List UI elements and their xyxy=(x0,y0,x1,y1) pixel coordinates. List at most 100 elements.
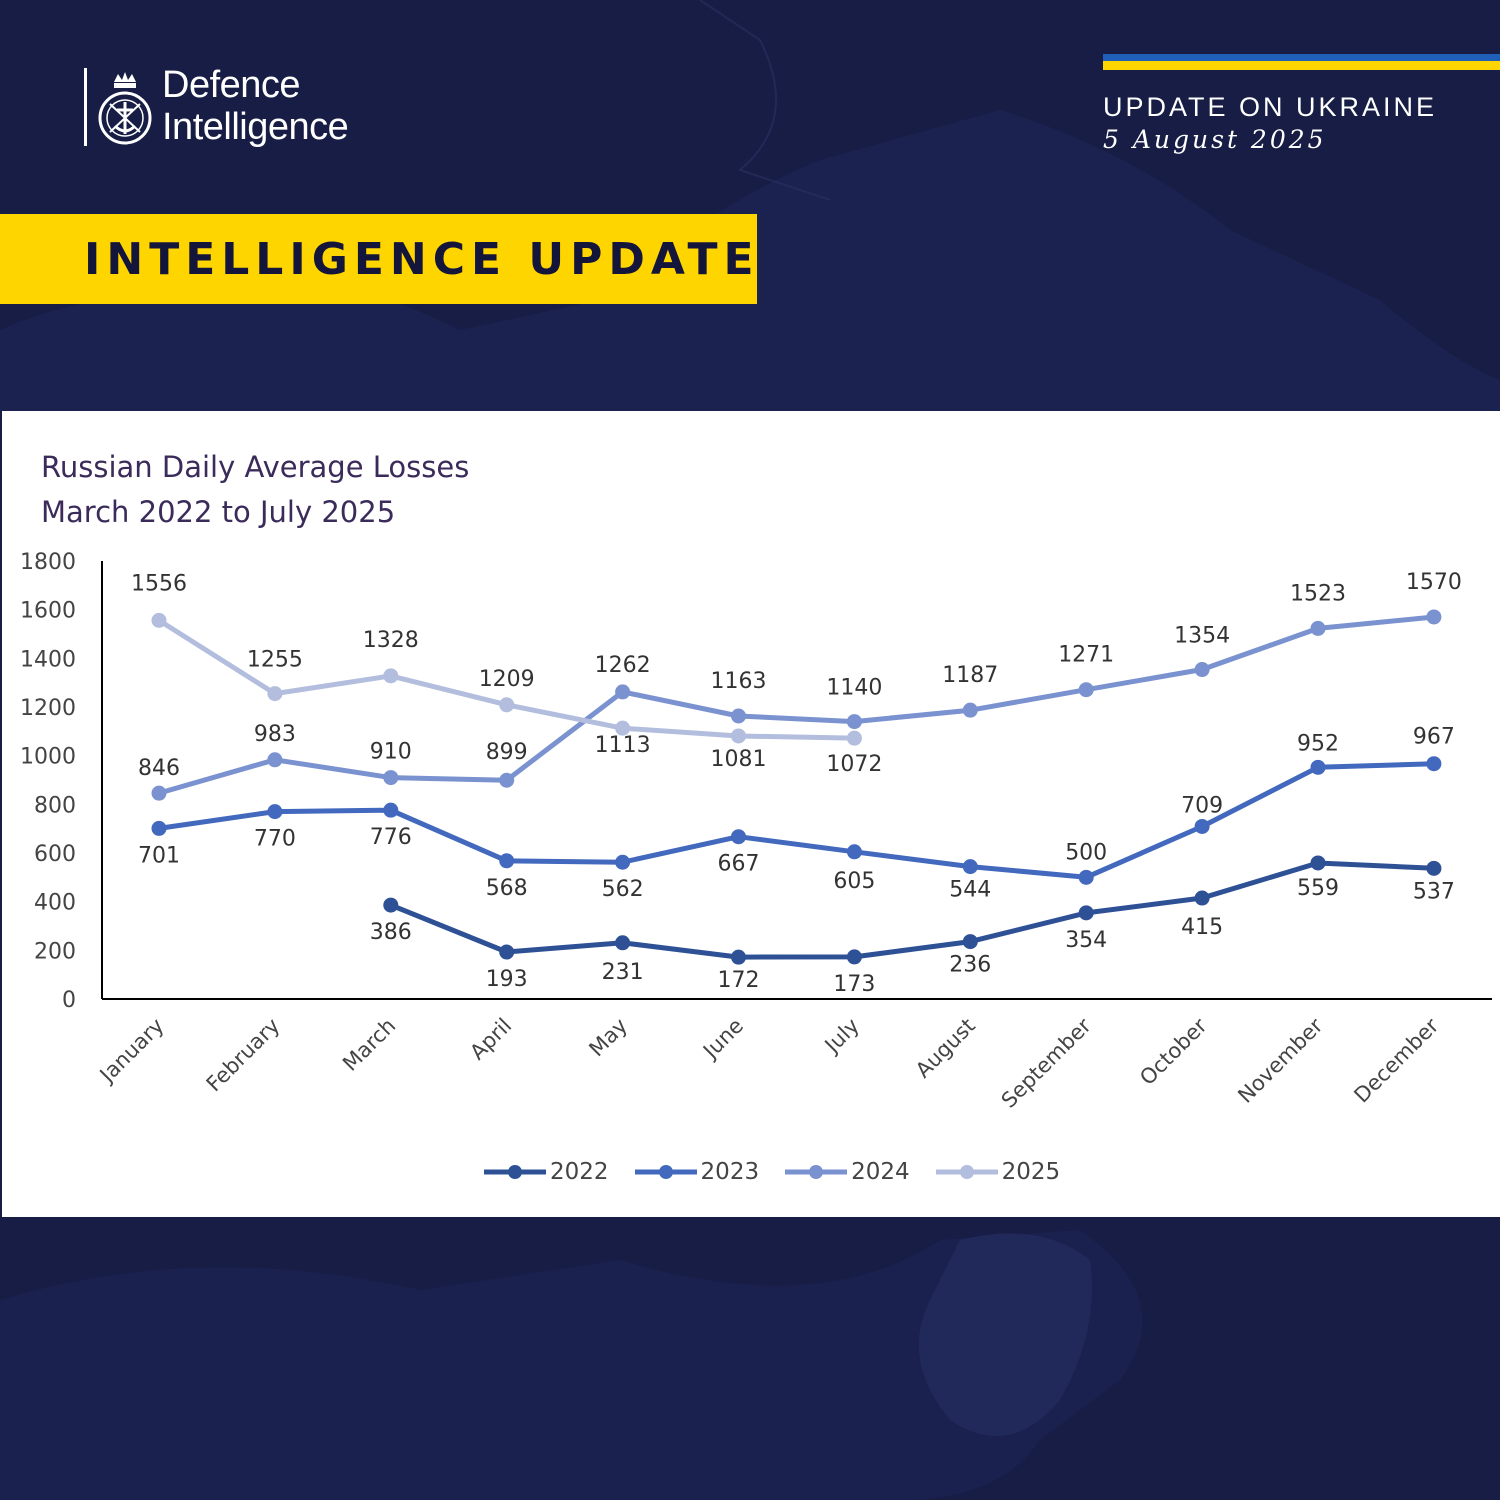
data-label-2025: 1255 xyxy=(247,648,303,673)
update-date: 5 August 2025 xyxy=(1103,125,1327,154)
series-line-2024 xyxy=(158,614,1435,796)
legend-swatch-icon xyxy=(785,1165,848,1179)
data-point-2023 xyxy=(1078,869,1094,885)
ukraine-flag-stripe xyxy=(1103,54,1500,70)
data-point-2024 xyxy=(1078,682,1094,698)
data-label-2025: 1209 xyxy=(479,667,535,692)
x-tick-label: October xyxy=(1135,1013,1212,1090)
data-label-2024: 910 xyxy=(370,740,412,765)
data-point-2023 xyxy=(151,820,167,836)
y-tick-label: 1200 xyxy=(20,696,76,721)
legend-swatch-icon xyxy=(634,1165,697,1179)
legend-swatch-icon xyxy=(935,1165,998,1179)
data-point-2022 xyxy=(731,949,746,965)
data-label-2022: 559 xyxy=(1297,876,1339,901)
logo-text: Defence Intelligence xyxy=(162,64,349,148)
data-label-2022: 231 xyxy=(602,960,644,985)
data-point-2024 xyxy=(499,772,515,788)
data-label-2025: 1328 xyxy=(363,628,419,653)
data-label-2024: 1271 xyxy=(1058,643,1114,668)
legend-item-2025: 2025 xyxy=(934,1159,1061,1185)
update-heading: UPDATE ON UKRAINE xyxy=(1103,92,1438,122)
data-label-2022: 537 xyxy=(1413,879,1455,904)
intelligence-update-banner: INTELLIGENCE UPDATE xyxy=(0,214,757,304)
data-point-2024 xyxy=(731,708,746,724)
defence-intelligence-crest-icon xyxy=(98,72,152,145)
data-point-2023 xyxy=(962,859,978,875)
data-point-2023 xyxy=(615,854,631,870)
banner-text: INTELLIGENCE UPDATE xyxy=(84,234,760,285)
data-label-2022: 354 xyxy=(1065,928,1107,953)
logo-divider xyxy=(84,68,87,146)
data-label-2023: 605 xyxy=(833,869,875,894)
chart-panel: Russian Daily Average Losses March 2022 … xyxy=(2,411,1500,1217)
data-point-2023 xyxy=(499,853,515,869)
x-tick-label: February xyxy=(202,1014,285,1097)
data-point-2023 xyxy=(1310,759,1326,775)
data-point-2024 xyxy=(1194,662,1210,678)
data-point-2022 xyxy=(1078,905,1094,921)
data-point-2025 xyxy=(499,697,515,713)
data-point-2024 xyxy=(151,785,167,801)
data-label-2023: 776 xyxy=(370,825,412,850)
data-point-2023 xyxy=(267,804,283,820)
data-label-2023: 667 xyxy=(718,852,760,877)
chart-title: Russian Daily Average Losses March 2022 … xyxy=(41,445,469,535)
series-line-2022 xyxy=(389,860,1435,960)
data-label-2022: 415 xyxy=(1181,915,1223,940)
data-point-2022 xyxy=(962,934,978,950)
data-label-2024: 1163 xyxy=(711,669,767,694)
x-tick-label: November xyxy=(1233,1013,1327,1107)
y-tick-label: 1600 xyxy=(20,599,76,624)
data-label-2024: 1140 xyxy=(826,676,882,701)
data-point-2022 xyxy=(1426,860,1442,876)
y-tick-label: 400 xyxy=(34,891,76,916)
y-tick-label: 800 xyxy=(34,793,76,818)
data-point-2024 xyxy=(615,684,631,700)
data-point-2023 xyxy=(1426,756,1442,772)
y-tick-label: 1800 xyxy=(20,550,76,575)
x-tick-label: July xyxy=(819,1014,864,1059)
flag-blue-band xyxy=(1103,54,1500,61)
data-point-2022 xyxy=(1310,855,1326,871)
y-tick-label: 1400 xyxy=(20,647,76,672)
x-tick-label: May xyxy=(584,1014,632,1062)
data-label-2023: 544 xyxy=(949,878,991,903)
line-chart: 1800 1600 1400 1200 1000 800 600 400 200 0 January… xyxy=(20,550,1492,1113)
chart-title-line2: March 2022 to July 2025 xyxy=(41,495,396,529)
legend-item-2024: 2024 xyxy=(783,1159,910,1185)
data-point-2023 xyxy=(1194,818,1210,834)
data-point-2025 xyxy=(383,668,399,684)
legend-label: 2022 xyxy=(550,1159,609,1185)
data-label-2024: 1187 xyxy=(942,663,998,688)
data-point-2025 xyxy=(731,728,746,744)
series-line-2023 xyxy=(158,761,1434,880)
y-tick-label: 200 xyxy=(34,939,76,964)
data-point-2025 xyxy=(615,720,631,736)
legend-item-2022: 2022 xyxy=(482,1159,609,1185)
data-point-2023 xyxy=(383,802,399,818)
data-label-2023: 701 xyxy=(138,843,180,868)
legend-label: 2025 xyxy=(1001,1159,1061,1185)
data-point-2024 xyxy=(383,770,399,786)
data-point-2024 xyxy=(846,714,862,730)
x-tick-label: June xyxy=(697,1014,748,1065)
chart-legend: 2022 2023 2024 2025 xyxy=(482,1157,1060,1187)
data-label-2023: 952 xyxy=(1297,731,1339,756)
x-tick-label: January xyxy=(94,1014,169,1089)
data-point-2022 xyxy=(615,935,631,951)
data-point-2025 xyxy=(846,730,862,746)
defence-intelligence-logo: Defence Intelligence xyxy=(84,64,384,150)
y-tick-label: 0 xyxy=(62,988,76,1013)
data-point-2024 xyxy=(962,702,978,718)
data-label-2024: 846 xyxy=(138,756,180,781)
data-label-2023: 967 xyxy=(1413,725,1455,750)
data-point-2022 xyxy=(1194,890,1210,906)
y-tick-label: 1000 xyxy=(20,745,76,770)
logo-line2: Intelligence xyxy=(162,106,349,148)
x-tick-label: December xyxy=(1349,1013,1443,1107)
y-tick-label: 600 xyxy=(34,842,76,867)
data-label-2023: 568 xyxy=(486,876,528,901)
data-point-2022 xyxy=(846,949,862,965)
data-point-2022 xyxy=(499,944,515,960)
